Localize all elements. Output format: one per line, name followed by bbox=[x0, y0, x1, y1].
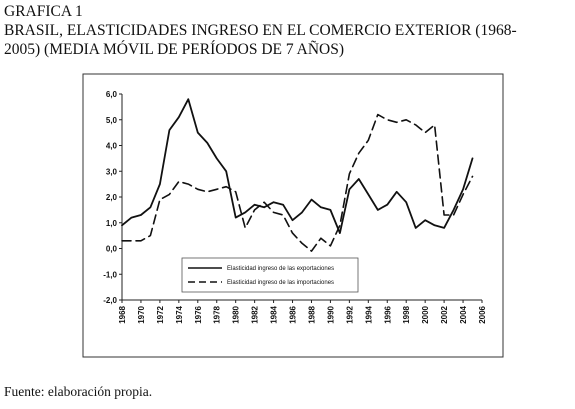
chart-title-line-1: BRASIL, ELASTICIDADES INGRESO EN EL COME… bbox=[4, 22, 517, 39]
source-note: Fuente: elaboración propia. bbox=[4, 384, 153, 399]
y-tick-label: 0,0 bbox=[106, 245, 118, 254]
x-tick-label: 1990 bbox=[326, 305, 335, 323]
x-tick-label: 1972 bbox=[156, 305, 165, 323]
chart-heading: GRAFICA 1 BRASIL, ELASTICIDADES INGRESO … bbox=[4, 2, 572, 59]
y-tick-label: -1,0 bbox=[103, 270, 117, 279]
y-tick-label: 2,0 bbox=[106, 193, 118, 202]
chart-label: GRAFICA 1 bbox=[4, 3, 83, 20]
y-tick-label: 3,0 bbox=[106, 167, 118, 176]
x-tick-label: 1996 bbox=[383, 305, 392, 323]
series-line-exports bbox=[121, 98, 474, 235]
y-axis: 6,0 5,0 4,0 3,0 2,0 1,0 0,0 -1,0 -2,0 bbox=[103, 90, 123, 305]
x-tick-label: 1986 bbox=[289, 305, 298, 323]
x-tick-label: 1982 bbox=[251, 305, 260, 323]
x-tick-label: 1998 bbox=[402, 305, 411, 323]
x-tick-label: 2004 bbox=[459, 305, 468, 323]
x-tick-label: 1974 bbox=[175, 305, 184, 323]
x-tick-label: 1976 bbox=[194, 305, 203, 323]
x-tick-label: 1970 bbox=[137, 305, 146, 323]
chart-title-line-2: 2005) (MEDIA MÓVIL DE PERÍODOS DE 7 AÑOS… bbox=[4, 41, 344, 58]
x-tick-label: 1984 bbox=[270, 305, 279, 323]
legend-entry-label: Elasticidad ingreso de las importaciones bbox=[227, 280, 334, 286]
x-tick-label: 1994 bbox=[364, 305, 373, 323]
series-line-imports bbox=[121, 113, 474, 252]
legend: Elasticidad ingreso de las exportaciones… bbox=[181, 257, 359, 293]
x-tick-label: 1968 bbox=[118, 305, 127, 323]
y-tick-label: 5,0 bbox=[106, 116, 118, 125]
x-tick-label: 1978 bbox=[213, 305, 222, 323]
y-tick-label: 4,0 bbox=[106, 142, 118, 151]
chart-frame bbox=[82, 73, 504, 358]
x-tick-label: 2002 bbox=[440, 305, 449, 323]
legend-box bbox=[181, 257, 359, 293]
x-axis: 1968 1970 1972 1974 1976 1978 1980 1982 1984 1986… bbox=[118, 299, 487, 324]
x-tick-label: 1980 bbox=[232, 305, 241, 323]
x-tick-label: 2006 bbox=[478, 305, 487, 323]
y-tick-label: -2,0 bbox=[103, 296, 117, 305]
x-tick-label: 2000 bbox=[421, 305, 430, 323]
series-layer bbox=[121, 98, 474, 252]
x-tick-label: 1992 bbox=[345, 305, 354, 323]
legend-entry-label: Elasticidad ingreso de las exportaciones bbox=[227, 266, 334, 272]
x-tick-label: 1988 bbox=[307, 305, 316, 323]
y-tick-label: 1,0 bbox=[106, 219, 118, 228]
y-tick-label: 6,0 bbox=[106, 90, 118, 99]
